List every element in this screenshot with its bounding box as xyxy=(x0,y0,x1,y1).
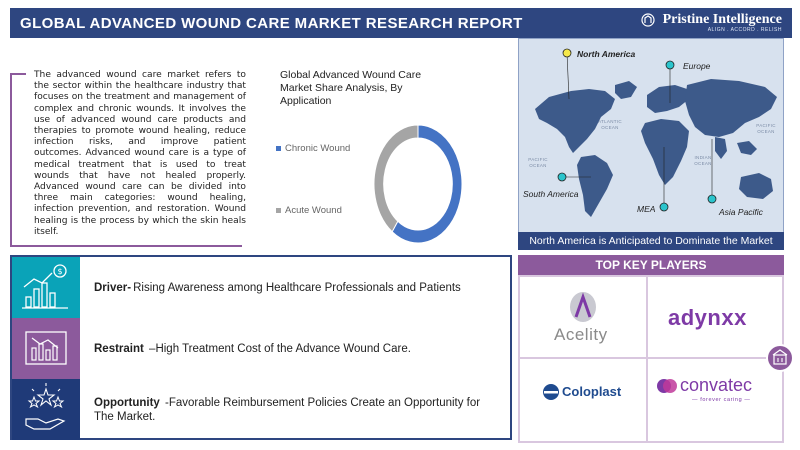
report-title: GLOBAL ADVANCED WOUND CARE MARKET RESEAR… xyxy=(20,15,523,32)
driver-text: Driver- Rising Awareness among Healthcare… xyxy=(94,257,494,318)
legend-swatch-acute xyxy=(276,207,281,213)
driver-label: Driver- xyxy=(94,281,132,294)
company-convatec: convatec — forever caring — xyxy=(650,359,778,439)
company-name-convatec: convatec xyxy=(680,375,753,395)
company-name-acelity: Acelity xyxy=(554,325,608,344)
key-players-title: TOP KEY PLAYERS xyxy=(518,255,784,275)
brand-emblem-icon xyxy=(641,13,655,27)
ocean-atlantic: ATLANTIC OCEAN xyxy=(598,119,622,130)
company-acelity: Acelity xyxy=(520,277,648,357)
continent-southeast-asia xyxy=(737,141,757,155)
legend-chronic-wound: Chronic Wound xyxy=(276,143,350,154)
legend-label-chronic: Chronic Wound xyxy=(285,143,351,154)
continent-north-america xyxy=(535,89,615,153)
acelity-logo-icon xyxy=(570,292,596,322)
convatec-logo-icon xyxy=(657,379,677,393)
marker-north-america xyxy=(562,48,572,58)
opportunity-description: -Favorable Reimbursement Policies Create… xyxy=(94,396,481,423)
world-map-panel: North America Europe South America MEA A… xyxy=(518,38,784,250)
company-adynxx: adynxx xyxy=(650,277,778,357)
corner-badge-icon xyxy=(766,344,794,372)
legend-swatch-chronic xyxy=(276,145,281,151)
report-header: GLOBAL ADVANCED WOUND CARE MARKET RESEAR… xyxy=(10,8,792,38)
driver-description: Rising Awareness among Healthcare Profes… xyxy=(133,281,461,294)
intro-paragraph: The advanced wound care market refers to… xyxy=(34,70,246,237)
donut-chart xyxy=(373,124,463,244)
region-south-america: South America xyxy=(523,189,579,199)
company-name-coloplast: Coloplast xyxy=(562,384,622,399)
region-europe: Europe xyxy=(683,61,711,71)
driver-icon: $ xyxy=(12,257,80,318)
company-name-adynxx: adynxx xyxy=(668,305,747,330)
market-dynamics-box: $ Driver- Rising Awareness among Healthca… xyxy=(10,255,512,440)
restraint-label: Restraint xyxy=(94,342,144,355)
driver-row: $ Driver- Rising Awareness among Healthca… xyxy=(12,257,510,318)
continent-australia xyxy=(739,173,773,199)
continent-europe xyxy=(647,85,689,113)
marker-mea xyxy=(659,202,669,212)
restraint-text: Restraint –High Treatment Cost of the Ad… xyxy=(94,318,494,379)
restraint-description: –High Treatment Cost of the Advance Woun… xyxy=(145,342,411,355)
coloplast-logo-icon xyxy=(543,384,559,400)
region-mea: MEA xyxy=(637,204,656,214)
marker-south-america xyxy=(557,172,567,182)
continent-africa xyxy=(641,119,689,185)
continent-asia xyxy=(685,79,777,137)
brand-logo: Pristine Intelligence ALIGN . ACCORD . R… xyxy=(641,11,782,33)
donut-slice-acute-wound xyxy=(373,124,419,233)
intro-frame xyxy=(10,73,242,247)
continent-south-asia xyxy=(715,137,727,159)
region-asia-pacific: Asia Pacific xyxy=(719,207,763,217)
ocean-pacific-right: PACIFIC OCEAN xyxy=(756,123,776,134)
brand-tagline: ALIGN . ACCORD . RELISH xyxy=(707,27,782,33)
restraint-icon xyxy=(12,318,80,379)
marker-asia-pacific xyxy=(707,194,717,204)
ocean-indian: INDIAN OCEAN xyxy=(694,155,712,166)
chart-title: Global Advanced Wound Care Market Share … xyxy=(280,69,422,107)
map-caption: North America is Anticipated to Dominate… xyxy=(518,232,784,250)
opportunity-icon xyxy=(12,379,80,440)
region-north-america: North America xyxy=(577,49,636,59)
svg-text:$: $ xyxy=(58,267,63,276)
ocean-pacific-left: PACIFIC OCEAN xyxy=(528,157,548,168)
convatec-tagline: — forever caring — xyxy=(692,397,751,403)
key-players-panel: TOP KEY PLAYERS Acelity adynxx Coloplast… xyxy=(518,255,784,443)
restraint-row: Restraint –High Treatment Cost of the Ad… xyxy=(12,318,510,379)
marker-europe xyxy=(665,60,675,70)
continent-south-america xyxy=(577,155,613,217)
brand-name: Pristine Intelligence xyxy=(662,11,782,27)
legend-acute-wound: Acute Wound xyxy=(276,205,342,216)
opportunity-row: Opportunity -Favorable Reimbursement Pol… xyxy=(12,379,510,440)
world-map xyxy=(535,48,777,217)
legend-label-acute: Acute Wound xyxy=(285,205,342,216)
continent-greenland xyxy=(615,81,637,99)
opportunity-label: Opportunity xyxy=(94,396,160,409)
company-coloplast: Coloplast xyxy=(520,359,648,439)
opportunity-text: Opportunity -Favorable Reimbursement Pol… xyxy=(94,379,494,440)
